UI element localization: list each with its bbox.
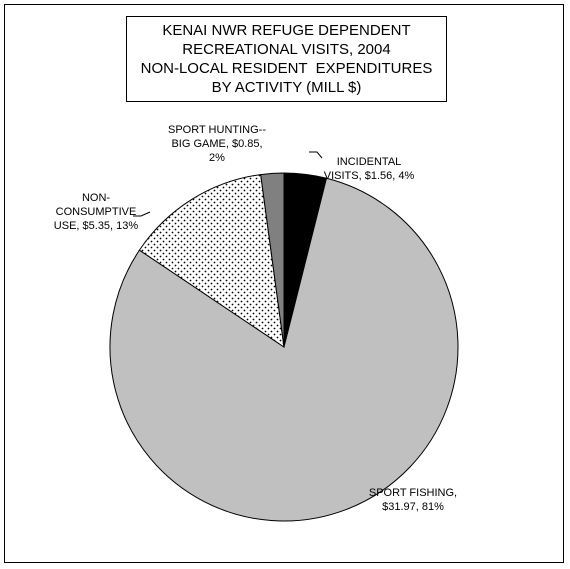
chart-title-line-1: KENAI NWR REFUGE DEPENDENT (162, 22, 411, 39)
label-sport-hunting-line-2: BIG GAME, $0.85, (171, 138, 262, 150)
label-incidental-line-1: INCIDENTAL (337, 156, 402, 168)
label-non-consumptive: NON- CONSUMPTIVE USE, $5.35, 13% (54, 192, 139, 232)
slice-sport-fishing (109, 177, 459, 522)
label-incidental-line-2: VISITS, $1.56, 4% (324, 170, 415, 182)
label-sport-fishing-line-2: $31.97, 81% (382, 501, 444, 513)
label-non-consumptive-line-1: NON- (82, 192, 110, 204)
label-sport-fishing-line-1: SPORT FISHING, (369, 487, 457, 499)
slice-sport-hunting (260, 172, 285, 348)
label-sport-hunting-line-3: 2% (209, 152, 225, 164)
label-sport-hunting-line-1: SPORT HUNTING-- (168, 124, 266, 136)
label-sport-fishing: SPORT FISHING, $31.97, 81% (369, 487, 457, 513)
label-non-consumptive-line-2: CONSUMPTIVE (56, 206, 137, 218)
chart-title-box: KENAI NWR REFUGE DEPENDENT RECREATIONAL … (126, 16, 447, 102)
label-sport-hunting: SPORT HUNTING-- BIG GAME, $0.85, 2% (168, 124, 266, 164)
chart-title-line-2: RECREATIONAL VISITS, 2004 (182, 41, 391, 58)
label-non-consumptive-line-3: USE, $5.35, 13% (54, 220, 139, 232)
chart-title-line-4: BY ACTIVITY (MILL $) (211, 79, 362, 96)
leader-line-incidental (309, 151, 323, 159)
chart-title-line-3: NON-LOCAL RESIDENT EXPENDITURES (140, 60, 433, 77)
leader-line-non-consumptive (133, 211, 151, 217)
label-incidental: INCIDENTAL VISITS, $1.56, 4% (324, 156, 415, 182)
pie-slices (109, 172, 459, 522)
slice-non-consumptive (138, 174, 285, 349)
